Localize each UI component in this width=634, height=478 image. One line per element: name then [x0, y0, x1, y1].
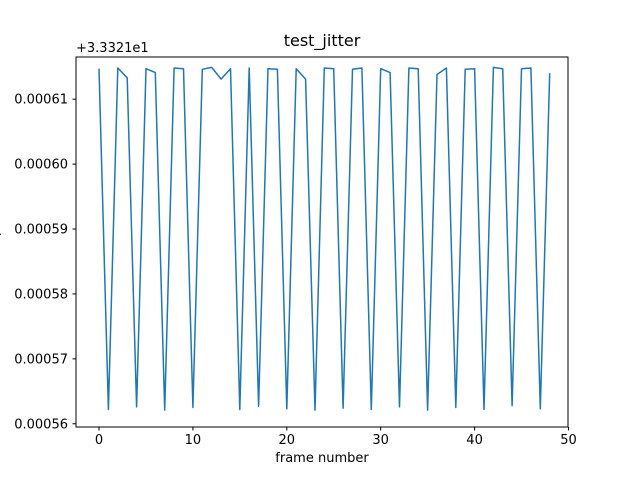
y-tick-label: 0.00056 [14, 417, 68, 432]
y-axis-offset-text: +3.3321e1 [76, 41, 149, 56]
jitter-data-line [98, 66, 551, 411]
y-tick-label: 0.00060 [14, 158, 68, 173]
axes-spines [75, 56, 569, 428]
x-axis-label: frame number [275, 451, 369, 466]
x-tick-label: 50 [560, 433, 577, 448]
x-tick-label: 30 [372, 433, 389, 448]
x-tick-label: 40 [466, 433, 483, 448]
x-tick-label: 10 [185, 433, 202, 448]
x-tick-label: 0 [95, 433, 103, 448]
y-tick-label: 0.00058 [14, 287, 68, 302]
y-tick-label: 0.00059 [14, 223, 68, 238]
chart-title: test_jitter [283, 31, 361, 50]
y-tick-label: 0.00057 [14, 352, 68, 367]
x-tick-label: 20 [279, 433, 296, 448]
y-axis-label-clipped: ) [0, 231, 3, 236]
y-tick-label: 0.00061 [14, 93, 68, 108]
